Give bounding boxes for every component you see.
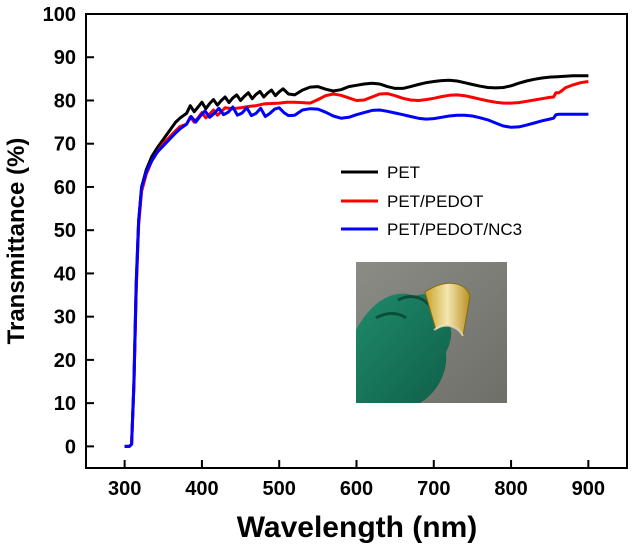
y-tick-label: 100 bbox=[43, 4, 76, 26]
legend: PET PET/PEDOT PET/PEDOT/NC3 bbox=[341, 163, 522, 239]
x-tick-label: 700 bbox=[417, 478, 450, 500]
glove-shape bbox=[356, 293, 452, 403]
y-tick-label: 40 bbox=[54, 263, 76, 285]
y-tick-label: 90 bbox=[54, 47, 76, 69]
y-tick-label: 60 bbox=[54, 177, 76, 199]
x-tick-label: 600 bbox=[340, 478, 373, 500]
glove-finger-crease bbox=[397, 295, 432, 307]
y-tick-label: 10 bbox=[54, 393, 76, 415]
y-tick-label: 80 bbox=[54, 90, 76, 112]
x-axis: 300 400 500 600 700 800 900 bbox=[108, 460, 605, 500]
series-group bbox=[124, 74, 589, 448]
inset-photo bbox=[356, 262, 507, 403]
series-line-pet bbox=[124, 74, 589, 448]
x-tick-label: 400 bbox=[185, 478, 218, 500]
y-tick-label: 30 bbox=[54, 307, 76, 329]
legend-label-pet: PET bbox=[387, 163, 420, 182]
film-highlight bbox=[433, 324, 464, 337]
y-tick-label: 20 bbox=[54, 350, 76, 372]
y-tick-label: 50 bbox=[54, 220, 76, 242]
legend-label-pet-pedot: PET/PEDOT bbox=[387, 192, 483, 211]
series-line-pet-pedot-nc3 bbox=[124, 105, 589, 448]
y-tick-label: 0 bbox=[65, 436, 76, 458]
y-tick-label: 70 bbox=[54, 134, 76, 156]
x-tick-label: 900 bbox=[572, 478, 605, 500]
y-axis-title: Transmittance (%) bbox=[3, 138, 30, 345]
series-line-pet-pedot bbox=[124, 80, 589, 448]
legend-label-pet-pedot-nc3: PET/PEDOT/NC3 bbox=[387, 220, 522, 239]
glove-knuckle-crease bbox=[375, 312, 407, 320]
x-tick-label: 800 bbox=[494, 478, 527, 500]
x-axis-title: Wavelength (nm) bbox=[237, 511, 478, 544]
y-axis: 0 10 20 30 40 50 60 70 80 90 100 bbox=[43, 4, 94, 458]
x-tick-label: 300 bbox=[108, 478, 141, 500]
x-tick-label: 500 bbox=[263, 478, 296, 500]
